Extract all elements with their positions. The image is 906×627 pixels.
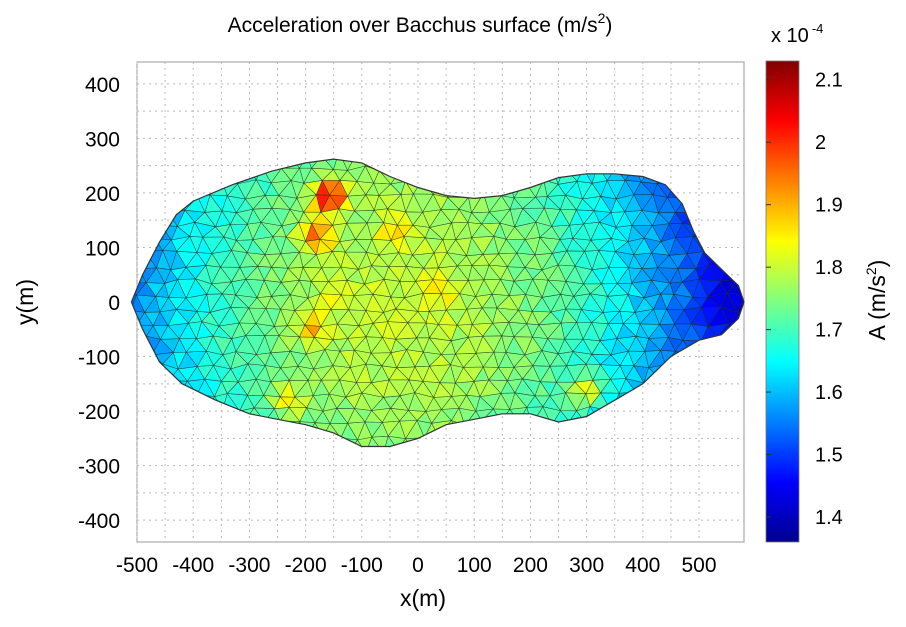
mesh-triangle	[110, 269, 126, 283]
colorbar-tick-label: 2.1	[815, 70, 843, 92]
mesh-triangle	[131, 159, 132, 171]
mesh-triangle	[131, 166, 137, 183]
colorbar-tick-label: 1.9	[815, 195, 843, 217]
x-tick-label: -500	[116, 554, 158, 577]
mesh-triangle	[102, 170, 121, 182]
y-tick-label: 300	[85, 128, 120, 151]
x-tick-label: 100	[457, 554, 492, 577]
x-tick-label: -400	[172, 554, 214, 577]
mesh-triangle	[131, 309, 138, 326]
mesh-triangle	[131, 437, 139, 447]
mesh-triangle	[131, 166, 132, 183]
colorbar-tick-label: 1.5	[815, 445, 843, 467]
y-tick-label: 0	[108, 292, 120, 315]
mesh-triangle	[131, 179, 137, 199]
colorbar-tick-label: 2	[815, 132, 826, 154]
mesh-triangle	[131, 367, 139, 380]
colorbar-tick-label: 1.8	[815, 257, 843, 279]
y-tick-label: 400	[85, 74, 120, 97]
x-tick-label: 400	[625, 554, 660, 577]
mesh-triangle	[131, 378, 139, 396]
mesh-triangle	[131, 424, 139, 439]
mesh-triangle	[112, 226, 129, 237]
mesh-triangle	[131, 209, 137, 227]
y-tick-label: -300	[78, 456, 120, 479]
mesh-triangle	[102, 437, 121, 450]
mesh-triangle	[131, 394, 139, 413]
mesh-triangle	[131, 159, 136, 168]
mesh-triangle	[119, 450, 138, 468]
mesh-triangle	[112, 210, 129, 226]
mesh-triangle	[131, 324, 138, 338]
chart-title: Acceleration over Bacchus surface (m/s2)	[228, 10, 613, 37]
y-tick-label: 200	[85, 183, 120, 206]
colorbar-tick-label: 1.4	[815, 507, 843, 529]
x-tick-label: 0	[412, 554, 424, 577]
mesh-triangle	[110, 423, 127, 439]
x-tick-labels: -500 -400 -300 -200 -100 0 100 200 300 400 500	[116, 554, 717, 577]
x-tick-label: -300	[228, 554, 270, 577]
colorbar-tick-label: 1.7	[815, 320, 843, 342]
mesh-triangle	[102, 423, 121, 439]
x-axis-label: x(m)	[400, 585, 446, 611]
x-tick-label: 500	[682, 554, 717, 577]
mesh-triangle	[105, 267, 123, 279]
mesh-triangle	[101, 324, 121, 339]
mesh-triangle	[737, 294, 744, 313]
colorbar-tick-label: 1.6	[815, 382, 843, 404]
colorbar	[765, 60, 800, 543]
mesh-triangle	[131, 236, 138, 253]
y-tick-label: 100	[85, 237, 120, 260]
mesh-triangle	[110, 325, 130, 339]
x-tick-label: 300	[569, 554, 604, 577]
mesh-triangle	[103, 210, 122, 226]
y-tick-label: -400	[78, 510, 120, 533]
mesh-triangle	[131, 406, 139, 426]
mesh-triangle	[122, 140, 135, 155]
mesh-triangle	[102, 379, 121, 393]
mesh-triangle	[131, 225, 138, 241]
mesh-triangle	[131, 197, 137, 213]
mesh-triangle	[113, 438, 126, 450]
surface-outline	[130, 158, 745, 448]
y-tick-label: -100	[78, 347, 120, 370]
colorbar-label: A (m/s2)	[863, 260, 890, 341]
x-tick-label: 200	[513, 554, 548, 577]
y-tick-label: -200	[78, 401, 120, 424]
x-tick-label: -200	[285, 554, 327, 577]
colorbar-tick-labels: 2.1 2 1.9 1.8 1.7 1.6 1.5 1.4	[766, 70, 843, 529]
y-tick-labels: 400 300 200 100 0 -100 -200 -300 -400	[78, 74, 120, 533]
y-axis-label: y(m)	[12, 279, 38, 325]
colorbar-multiplier: x 10 -4	[771, 21, 823, 47]
mesh-triangle	[101, 152, 122, 171]
x-tick-label: -100	[341, 554, 383, 577]
mesh-triangle	[112, 379, 130, 395]
